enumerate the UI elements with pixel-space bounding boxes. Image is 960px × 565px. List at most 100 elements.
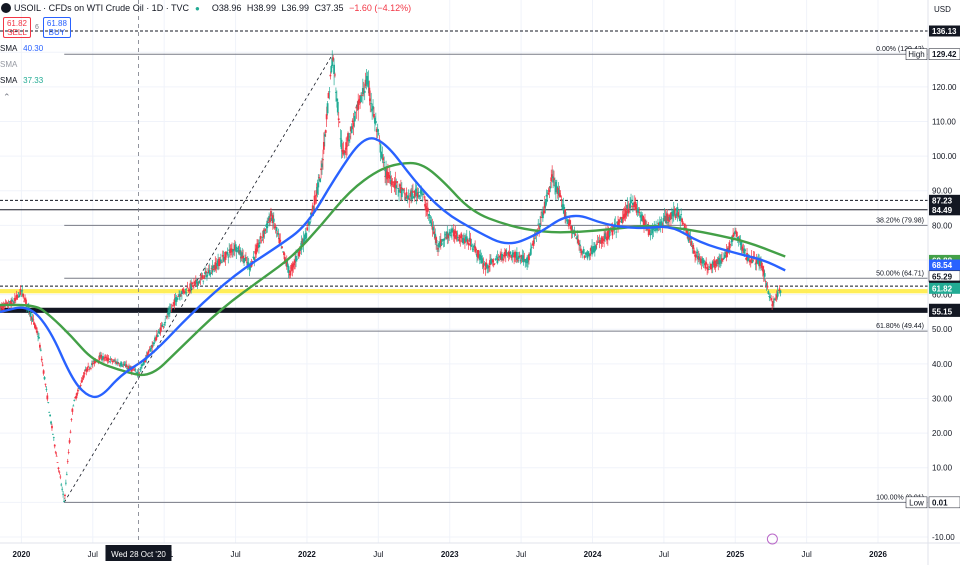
- crosshair-date-box: [105, 545, 172, 561]
- candle-body: [356, 104, 359, 108]
- candle-body: [718, 257, 721, 265]
- candle-body: [490, 259, 492, 264]
- candle-body: [369, 98, 372, 102]
- candle-body: [197, 281, 200, 283]
- candle-body: [174, 298, 177, 301]
- candle-body: [489, 260, 491, 266]
- candle-body: [393, 183, 396, 187]
- candle-body: [269, 217, 271, 223]
- candle-body: [87, 366, 90, 368]
- candle-body: [559, 194, 562, 198]
- candle-body: [654, 230, 657, 232]
- candle-body: [180, 295, 182, 297]
- candle-body: [308, 221, 310, 226]
- buy-button[interactable]: 61.88 BUY: [42, 17, 71, 38]
- candle-body: [33, 322, 36, 325]
- candle-body: [2, 305, 5, 310]
- candle-body: [705, 262, 708, 265]
- candle-body: [651, 225, 654, 234]
- candle-body: [500, 253, 503, 260]
- candle-body: [201, 275, 204, 280]
- candle-body: [521, 255, 524, 261]
- candle-body: [526, 257, 529, 264]
- candle-body: [278, 237, 281, 244]
- candle-body: [314, 195, 317, 197]
- candle-body: [282, 251, 284, 253]
- candle-body: [554, 182, 557, 193]
- y-tick-label: 40.00: [932, 360, 953, 369]
- candle-body: [769, 296, 772, 299]
- candle-body: [221, 255, 224, 257]
- candle-body: [629, 203, 632, 209]
- candle-body: [129, 366, 131, 369]
- candle-body: [397, 188, 400, 189]
- candle-body: [515, 255, 517, 258]
- candle-body: [245, 261, 248, 263]
- candle-body: [433, 231, 436, 234]
- indicator-sma-2[interactable]: SMA: [0, 60, 17, 69]
- candle-body: [455, 232, 458, 240]
- candle-body: [462, 238, 464, 244]
- candle-body: [330, 66, 333, 73]
- candle-body: [322, 159, 324, 161]
- candle-body: [438, 243, 440, 248]
- candle-body: [18, 294, 21, 298]
- candle-body: [358, 99, 361, 103]
- candle-body: [529, 248, 532, 255]
- candle-body: [232, 249, 235, 251]
- candle-body: [672, 209, 675, 217]
- candle-body: [127, 366, 129, 368]
- symbol-title[interactable]: USOIL · CFDs on WTI Crude Oil · 1D · TVC: [14, 3, 190, 13]
- sell-button[interactable]: 61.82 SELL: [3, 17, 31, 38]
- x-tick-label: Jul: [659, 550, 669, 559]
- candle-body: [603, 235, 606, 241]
- candle-body: [419, 191, 422, 193]
- price-label: 87.23: [932, 196, 953, 205]
- candle-body: [64, 482, 67, 484]
- candle-body: [528, 254, 530, 261]
- candle-body: [373, 114, 375, 118]
- candle-body: [231, 248, 233, 253]
- candle-body: [690, 241, 693, 246]
- candle-body: [587, 251, 590, 255]
- collapse-indicators-icon[interactable]: ⌃: [3, 92, 11, 102]
- candle-body: [740, 241, 743, 250]
- candle-body: [491, 259, 494, 263]
- candle-body: [626, 204, 629, 209]
- candle-body: [262, 230, 265, 238]
- candle-body: [64, 494, 66, 497]
- candle-body: [0, 305, 1, 312]
- candle-body: [150, 348, 153, 349]
- candle-body: [136, 372, 139, 375]
- candle-body: [503, 254, 505, 257]
- candle-body: [181, 288, 184, 292]
- candle-body: [3, 303, 6, 305]
- price-tag-box: [905, 48, 928, 60]
- candle-body: [643, 219, 645, 226]
- price-label: 65.29: [932, 272, 953, 281]
- candle-body: [296, 258, 298, 260]
- candle-body: [134, 369, 137, 371]
- candle-body: [622, 214, 625, 219]
- candle-body: [29, 312, 32, 318]
- candle-body: [545, 194, 548, 197]
- candle-body: [445, 236, 448, 240]
- candle-body: [421, 193, 424, 195]
- candle-body: [157, 331, 160, 333]
- candle-body: [732, 234, 735, 237]
- candle-body: [450, 234, 452, 236]
- indicator-sma-3[interactable]: SMA 37.33: [0, 76, 43, 85]
- candle-body: [49, 414, 52, 417]
- indicator-sma-1[interactable]: SMA 40.30: [0, 44, 43, 53]
- candle-body: [760, 262, 763, 268]
- candle-body: [701, 258, 704, 264]
- candle-body: [430, 222, 433, 227]
- candle-body: [217, 259, 219, 264]
- candle-body: [260, 239, 263, 241]
- candle-body: [497, 258, 500, 261]
- candle-body: [45, 389, 48, 390]
- candle-body: [179, 294, 181, 297]
- candle-body: [425, 205, 427, 210]
